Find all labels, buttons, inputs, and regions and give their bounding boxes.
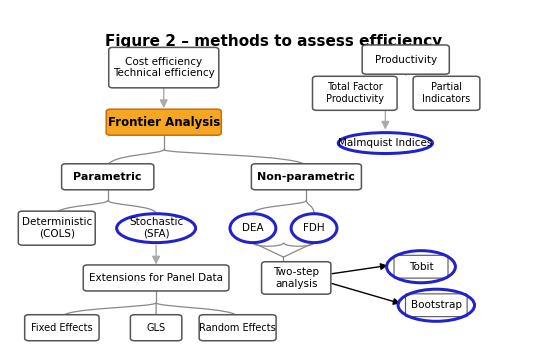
FancyBboxPatch shape xyxy=(83,265,229,291)
FancyBboxPatch shape xyxy=(262,262,331,294)
Text: Two-step
analysis: Two-step analysis xyxy=(273,267,319,289)
FancyBboxPatch shape xyxy=(199,315,276,341)
FancyBboxPatch shape xyxy=(394,255,448,278)
Text: FDH: FDH xyxy=(303,223,325,233)
Text: Deterministic
(COLS): Deterministic (COLS) xyxy=(22,217,92,239)
Text: Partial
Indicators: Partial Indicators xyxy=(422,83,471,104)
Text: Tobit: Tobit xyxy=(409,262,433,272)
FancyBboxPatch shape xyxy=(130,315,182,341)
Text: Random Effects: Random Effects xyxy=(199,323,276,333)
Text: Extensions for Panel Data: Extensions for Panel Data xyxy=(89,273,223,283)
Text: Parametric: Parametric xyxy=(73,172,142,182)
Text: Stochastic
(SFA): Stochastic (SFA) xyxy=(129,217,183,239)
Text: GLS: GLS xyxy=(147,323,166,333)
Text: Productivity: Productivity xyxy=(375,55,437,64)
Ellipse shape xyxy=(291,214,337,243)
FancyBboxPatch shape xyxy=(406,294,467,317)
FancyBboxPatch shape xyxy=(61,164,154,190)
Text: Total Factor
Productivity: Total Factor Productivity xyxy=(326,83,384,104)
FancyBboxPatch shape xyxy=(313,76,397,110)
Text: Cost efficiency
Technical efficiency: Cost efficiency Technical efficiency xyxy=(113,57,214,79)
FancyBboxPatch shape xyxy=(106,109,222,135)
Text: Bootstrap: Bootstrap xyxy=(411,300,462,310)
Text: DEA: DEA xyxy=(242,223,264,233)
Ellipse shape xyxy=(338,132,432,153)
Ellipse shape xyxy=(230,214,276,243)
Text: Malmquist Indices: Malmquist Indices xyxy=(338,138,433,148)
Text: Non-parametric: Non-parametric xyxy=(257,172,355,182)
Text: Frontier Analysis: Frontier Analysis xyxy=(108,116,220,129)
FancyBboxPatch shape xyxy=(24,315,99,341)
FancyBboxPatch shape xyxy=(251,164,362,190)
Text: Fixed Effects: Fixed Effects xyxy=(31,323,93,333)
Text: Figure 2 – methods to assess efficiency: Figure 2 – methods to assess efficiency xyxy=(105,34,442,49)
Ellipse shape xyxy=(117,214,195,243)
FancyBboxPatch shape xyxy=(109,47,219,88)
FancyBboxPatch shape xyxy=(413,76,480,110)
FancyBboxPatch shape xyxy=(18,211,95,245)
FancyBboxPatch shape xyxy=(362,45,449,74)
